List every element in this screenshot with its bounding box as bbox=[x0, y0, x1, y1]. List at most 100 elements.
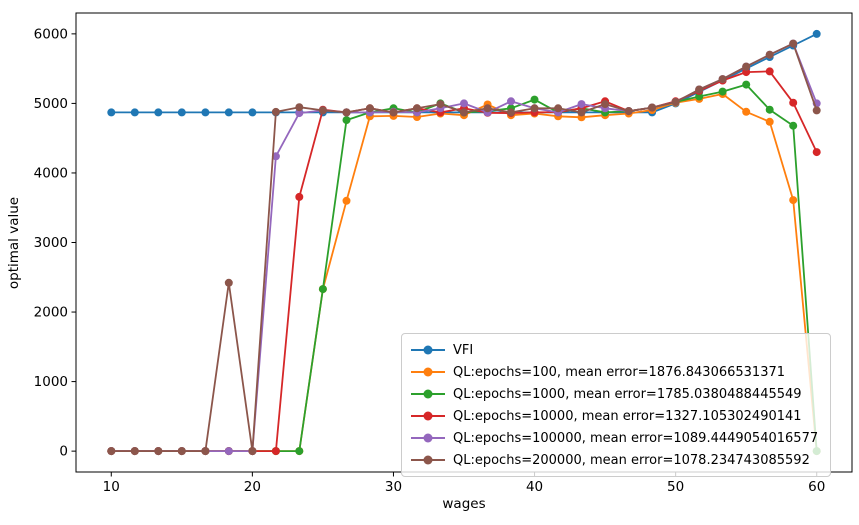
data-point-2 bbox=[530, 95, 539, 104]
data-point-4 bbox=[507, 97, 515, 106]
data-point-5 bbox=[342, 108, 351, 117]
data-point-5 bbox=[460, 108, 468, 117]
data-point-5 bbox=[365, 104, 374, 113]
data-point-5 bbox=[318, 106, 327, 115]
data-point-1 bbox=[342, 196, 351, 205]
data-point-5 bbox=[671, 98, 680, 106]
data-point-4 bbox=[577, 100, 586, 109]
data-point-5 bbox=[436, 100, 445, 109]
data-point-5 bbox=[601, 100, 610, 109]
data-point-0 bbox=[154, 108, 163, 117]
data-point-1 bbox=[789, 196, 798, 205]
data-point-2 bbox=[742, 80, 751, 89]
legend-item: QL:epochs=200000, mean error=1078.234743… bbox=[410, 449, 822, 471]
x-tick-label: 30 bbox=[385, 479, 402, 495]
data-point-5 bbox=[389, 108, 398, 117]
data-point-1 bbox=[742, 107, 751, 116]
legend-line-marker-icon bbox=[411, 389, 445, 399]
y-tick-label: 2000 bbox=[34, 305, 68, 321]
legend-line-marker-icon bbox=[411, 411, 445, 421]
data-point-2 bbox=[318, 285, 327, 294]
y-tick-label: 1000 bbox=[34, 374, 68, 390]
data-point-3 bbox=[742, 68, 751, 77]
legend-label: QL:epochs=1000, mean error=1785.03804884… bbox=[453, 386, 802, 402]
legend-line-marker-icon bbox=[411, 455, 445, 465]
data-point-3 bbox=[295, 192, 304, 201]
legend-label: QL:epochs=200000, mean error=1078.234743… bbox=[453, 452, 810, 468]
legend: VFI QL:epochs=100, mean error=1876.843066… bbox=[401, 333, 831, 477]
data-point-5 bbox=[271, 107, 280, 116]
data-point-5 bbox=[624, 107, 633, 116]
legend-label: QL:epochs=10000, mean error=1327.1053024… bbox=[453, 408, 802, 424]
legend-label: QL:epochs=100, mean error=1876.843066531… bbox=[453, 364, 786, 380]
data-point-4 bbox=[460, 99, 468, 108]
data-point-2 bbox=[695, 92, 704, 101]
data-point-5 bbox=[154, 447, 163, 456]
data-point-2 bbox=[342, 116, 351, 125]
y-tick-label: 4000 bbox=[34, 165, 68, 181]
data-point-5 bbox=[648, 103, 657, 112]
legend-line-marker-icon bbox=[411, 345, 445, 355]
data-point-1 bbox=[765, 117, 774, 126]
data-point-5 bbox=[248, 447, 257, 456]
data-point-5 bbox=[577, 108, 586, 117]
data-point-5 bbox=[789, 39, 798, 48]
legend-item: QL:epochs=100, mean error=1876.843066531… bbox=[410, 361, 822, 383]
x-tick-label: 10 bbox=[103, 479, 120, 495]
data-point-0 bbox=[201, 108, 210, 117]
data-point-2 bbox=[765, 105, 774, 114]
data-point-5 bbox=[507, 108, 515, 117]
data-point-5 bbox=[413, 104, 421, 113]
data-point-0 bbox=[812, 29, 821, 38]
data-point-0 bbox=[224, 108, 233, 117]
x-tick-label: 50 bbox=[667, 479, 684, 495]
legend-label: VFI bbox=[453, 342, 474, 358]
legend-label: QL:epochs=100000, mean error=1089.444905… bbox=[453, 430, 819, 446]
legend-item: VFI bbox=[410, 339, 822, 361]
data-point-5 bbox=[742, 62, 751, 71]
data-point-0 bbox=[107, 108, 116, 117]
data-point-0 bbox=[248, 108, 257, 117]
data-point-2 bbox=[789, 121, 798, 130]
data-point-2 bbox=[718, 87, 727, 96]
data-point-5 bbox=[765, 50, 774, 59]
data-point-0 bbox=[130, 108, 139, 117]
data-point-5 bbox=[718, 75, 727, 84]
data-point-5 bbox=[130, 447, 139, 456]
data-point-5 bbox=[224, 278, 233, 287]
data-point-4 bbox=[224, 447, 233, 456]
legend-item: QL:epochs=1000, mean error=1785.03804884… bbox=[410, 383, 822, 405]
data-point-5 bbox=[107, 447, 116, 456]
x-tick-label: 20 bbox=[244, 479, 261, 495]
x-tick-label: 40 bbox=[526, 479, 543, 495]
data-point-2 bbox=[295, 447, 304, 456]
data-point-4 bbox=[271, 152, 280, 161]
data-point-0 bbox=[177, 108, 186, 117]
data-point-5 bbox=[695, 85, 704, 94]
data-point-3 bbox=[271, 447, 280, 456]
data-point-5 bbox=[483, 104, 492, 113]
x-tick-label: 60 bbox=[808, 479, 825, 495]
legend-line-marker-icon bbox=[411, 367, 445, 377]
legend-item: QL:epochs=10000, mean error=1327.1053024… bbox=[410, 405, 822, 427]
data-point-3 bbox=[812, 148, 821, 157]
y-tick-label: 3000 bbox=[34, 235, 68, 251]
y-tick-label: 5000 bbox=[34, 96, 68, 112]
data-point-5 bbox=[812, 106, 821, 115]
legend-line-marker-icon bbox=[411, 433, 445, 443]
data-point-5 bbox=[295, 103, 304, 112]
legend-item: QL:epochs=100000, mean error=1089.444905… bbox=[410, 427, 822, 449]
y-tick-label: 0 bbox=[59, 444, 68, 460]
y-tick-label: 6000 bbox=[34, 26, 68, 42]
data-point-5 bbox=[177, 447, 186, 456]
data-point-5 bbox=[530, 104, 539, 113]
x-axis-label: wages bbox=[442, 496, 486, 512]
data-point-5 bbox=[201, 447, 210, 456]
data-point-3 bbox=[765, 67, 774, 76]
data-point-4 bbox=[295, 109, 304, 118]
y-axis-label: optimal value bbox=[6, 196, 22, 290]
data-point-5 bbox=[554, 104, 563, 113]
data-point-3 bbox=[789, 98, 798, 107]
